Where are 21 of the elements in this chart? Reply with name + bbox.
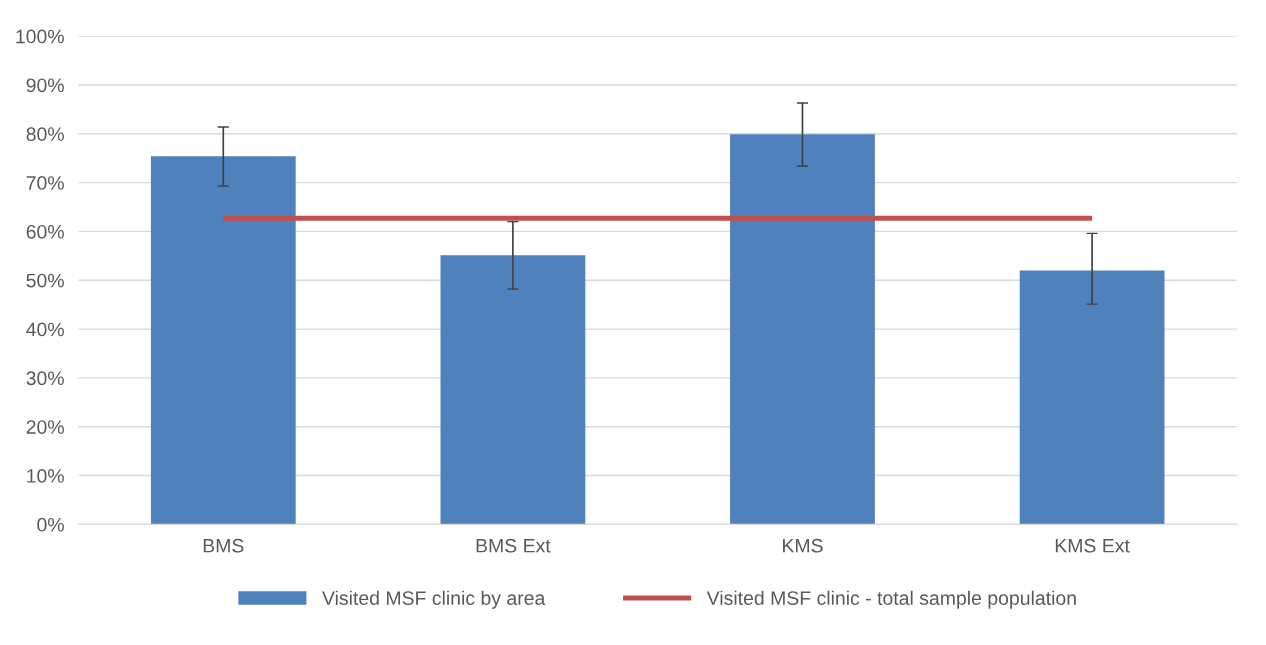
x-tick-label: BMS: [203, 538, 244, 553]
bar: [150, 156, 296, 525]
y-tick-label: 50%: [26, 273, 64, 288]
bar: [730, 134, 875, 525]
legend-label: Visited MSF clinic - total sample population: [706, 590, 1076, 609]
bar: [1019, 270, 1165, 525]
y-tick-label: 80%: [26, 127, 64, 142]
legend-label: Visited MSF clinic by area: [322, 590, 546, 609]
y-tick-label: 70%: [26, 176, 64, 190]
x-tick-label: KMS: [783, 538, 823, 553]
bar: [440, 255, 586, 525]
y-tick-label: 60%: [26, 224, 64, 239]
y-tick-label: 40%: [26, 322, 64, 337]
y-tick-label: 10%: [27, 469, 64, 483]
y-tick-label: 90%: [26, 78, 64, 93]
y-tick-label: 20%: [26, 420, 64, 434]
x-tick-label: BMS Ext: [476, 538, 551, 553]
y-tick-label: 100%: [16, 29, 64, 44]
y-tick-label: 30%: [26, 371, 64, 386]
x-tick-label: KMS Ext: [1055, 538, 1130, 553]
y-tick-label: 0%: [37, 517, 64, 532]
